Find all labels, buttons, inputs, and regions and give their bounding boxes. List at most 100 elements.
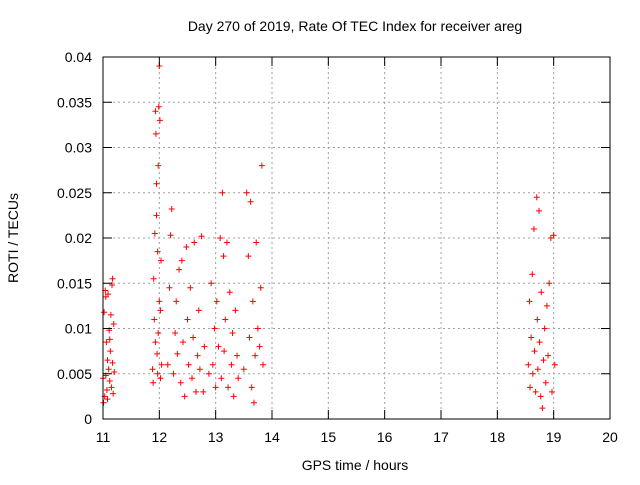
data-point xyxy=(172,330,179,337)
data-point xyxy=(528,334,535,341)
data-point xyxy=(170,370,177,377)
data-point xyxy=(534,316,541,323)
data-point xyxy=(154,370,161,377)
data-point xyxy=(229,330,236,337)
data-point xyxy=(550,232,557,239)
data-point xyxy=(192,388,199,395)
data-point xyxy=(102,293,109,300)
data-point xyxy=(104,357,111,364)
y-axis-label: ROTI / TECUs xyxy=(5,193,21,283)
data-point xyxy=(257,284,264,291)
y-tick-label: 0.04 xyxy=(65,49,92,65)
y-tick-label: 0.03 xyxy=(65,140,92,156)
data-point xyxy=(249,298,256,305)
data-point xyxy=(103,387,110,394)
data-point xyxy=(529,370,536,377)
data-point xyxy=(250,399,257,406)
data-point xyxy=(546,280,553,287)
data-point xyxy=(150,379,157,386)
data-point xyxy=(191,239,198,246)
data-point xyxy=(107,311,114,318)
data-point xyxy=(536,339,543,346)
data-point xyxy=(155,103,162,110)
data-point xyxy=(246,334,253,341)
data-point xyxy=(106,336,113,343)
x-tick-label: 11 xyxy=(96,429,111,445)
y-tick-label: 0.035 xyxy=(57,94,92,110)
data-point xyxy=(106,377,113,384)
x-tick-label: 15 xyxy=(321,429,337,445)
data-point xyxy=(195,307,202,314)
x-tick-label: 17 xyxy=(433,429,449,445)
x-tick-label: 19 xyxy=(546,429,562,445)
data-point xyxy=(205,370,212,377)
data-point xyxy=(252,352,259,359)
data-point xyxy=(167,232,174,239)
data-point xyxy=(215,343,222,350)
data-point xyxy=(154,248,161,255)
data-point xyxy=(100,399,107,406)
data-point xyxy=(190,334,197,341)
data-point xyxy=(109,282,116,289)
data-point xyxy=(173,298,180,305)
data-point xyxy=(230,393,237,400)
data-point xyxy=(541,325,548,332)
x-tick-label: 20 xyxy=(602,429,618,445)
x-axis-label: GPS time / hours xyxy=(302,457,409,473)
data-point xyxy=(217,235,224,241)
data-point xyxy=(526,298,533,305)
data-point xyxy=(194,352,201,359)
data-point xyxy=(245,253,252,260)
data-point xyxy=(534,366,541,373)
data-point xyxy=(108,384,115,391)
data-point xyxy=(542,379,549,386)
data-point xyxy=(223,239,230,246)
data-point xyxy=(185,361,192,368)
data-point xyxy=(154,350,161,357)
data-point xyxy=(184,316,191,323)
data-point xyxy=(529,271,536,278)
data-point xyxy=(187,284,194,291)
data-point xyxy=(525,361,532,368)
data-point xyxy=(196,366,203,373)
data-point xyxy=(209,361,216,368)
data-point xyxy=(177,379,184,386)
data-point xyxy=(149,366,156,373)
data-point xyxy=(183,244,190,251)
data-point xyxy=(155,330,162,337)
data-point xyxy=(218,375,225,382)
data-point xyxy=(258,162,265,169)
data-point xyxy=(152,130,159,137)
data-point xyxy=(548,388,555,395)
data-point xyxy=(176,266,183,273)
data-point xyxy=(536,207,543,214)
data-point xyxy=(174,350,181,357)
data-point xyxy=(533,194,540,201)
data-point xyxy=(208,280,215,287)
data-point xyxy=(200,388,207,395)
data-point xyxy=(259,361,266,368)
data-point xyxy=(543,302,550,309)
data-point xyxy=(539,405,546,412)
x-tick-label: 12 xyxy=(152,429,168,445)
data-point xyxy=(153,212,160,219)
data-point xyxy=(152,108,159,115)
data-point xyxy=(103,339,110,346)
data-point xyxy=(151,316,158,323)
data-point xyxy=(157,307,164,314)
data-point xyxy=(110,320,117,327)
data-point xyxy=(105,366,112,373)
data-point xyxy=(226,289,233,296)
data-point xyxy=(213,298,220,305)
data-point xyxy=(551,361,558,368)
data-point xyxy=(232,307,239,314)
data-point xyxy=(240,366,247,373)
y-tick-label: 0.005 xyxy=(57,366,92,382)
data-point xyxy=(201,343,208,350)
chart-title: Day 270 of 2019, Rate Of TEC Index for r… xyxy=(188,18,522,34)
data-point xyxy=(235,375,242,382)
data-point xyxy=(198,233,205,240)
